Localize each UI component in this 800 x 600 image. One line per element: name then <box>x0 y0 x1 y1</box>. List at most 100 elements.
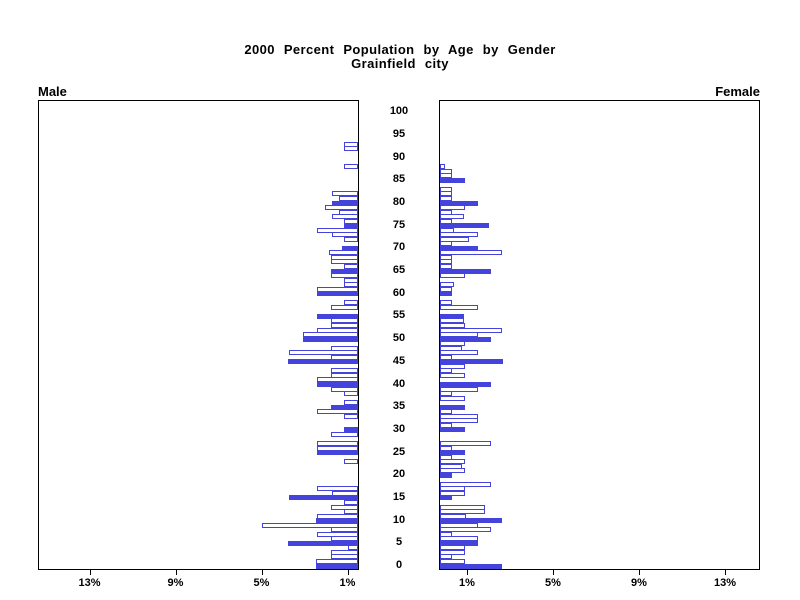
age-axis-label-90: 90 <box>392 150 406 163</box>
x-tick-left-5 <box>261 570 263 575</box>
bar-female-age-82 <box>440 191 452 197</box>
bar-female-age-77 <box>440 214 464 220</box>
bar-female-age-6 <box>440 536 478 542</box>
bar-female-age-66 <box>440 264 452 270</box>
bar-male-age-0 <box>316 563 358 569</box>
bar-male-age-9 <box>262 522 358 528</box>
age-axis-label-25: 25 <box>392 445 406 458</box>
bar-female-age-27 <box>440 440 491 446</box>
bar-female-age-88 <box>440 164 446 170</box>
bar-female-age-57 <box>440 304 478 310</box>
bar-male-age-33 <box>344 413 358 419</box>
bar-male-age-74 <box>317 227 358 233</box>
bar-female-age-5 <box>440 540 478 546</box>
bar-male-age-55 <box>317 313 358 319</box>
bar-male-age-14 <box>344 499 358 505</box>
bar-female-age-51 <box>440 332 478 338</box>
bar-male-age-64 <box>331 273 358 279</box>
age-axis-label-40: 40 <box>392 377 406 390</box>
age-axis-label-10: 10 <box>392 513 406 526</box>
bar-female-age-38 <box>440 391 452 397</box>
bar-male-age-88 <box>344 164 358 170</box>
chart-title: 2000 Percent Population by Age by Gender <box>244 42 556 57</box>
male-plot-area <box>38 100 359 570</box>
bar-male-age-35 <box>331 404 358 410</box>
bar-female-age-3 <box>440 549 465 555</box>
bar-male-age-60 <box>317 291 358 297</box>
bar-female-age-43 <box>440 368 452 374</box>
bar-female-age-37 <box>440 395 465 401</box>
bar-female-age-10 <box>440 518 503 524</box>
bar-female-age-49 <box>440 341 465 347</box>
bar-female-age-79 <box>440 205 465 211</box>
bar-male-age-61 <box>317 286 358 292</box>
bar-female-age-7 <box>440 531 452 537</box>
bar-male-age-72 <box>344 236 358 242</box>
bar-male-age-80 <box>332 200 358 206</box>
bar-female-age-4 <box>440 545 465 551</box>
age-axis-label-55: 55 <box>392 309 406 322</box>
bar-female-age-22 <box>440 463 462 469</box>
bar-male-age-5 <box>288 540 358 546</box>
bar-male-age-4 <box>348 545 358 551</box>
x-tick-left-13 <box>89 570 91 575</box>
bar-male-age-1 <box>316 558 358 564</box>
bar-female-age-20 <box>440 472 452 478</box>
bar-female-age-78 <box>440 209 452 215</box>
x-tick-right-13 <box>725 570 726 575</box>
x-tick-label-right-1: 1% <box>459 577 475 589</box>
bar-female-age-25 <box>440 450 465 456</box>
bar-female-age-85 <box>440 177 465 183</box>
bar-female-age-74 <box>440 227 454 233</box>
bar-female-age-40 <box>440 382 491 387</box>
bar-female-age-68 <box>440 254 452 260</box>
bar-male-age-10 <box>316 518 358 524</box>
bar-male-age-12 <box>344 509 358 515</box>
bar-male-age-8 <box>331 527 358 533</box>
age-axis-label-35: 35 <box>392 400 406 413</box>
bar-male-age-7 <box>317 531 358 537</box>
age-axis-label-65: 65 <box>392 264 406 277</box>
bar-female-age-48 <box>440 345 462 351</box>
x-tick-right-1 <box>467 570 468 575</box>
x-tick-label-left-5: 5% <box>253 577 270 589</box>
bar-male-age-27 <box>317 440 358 446</box>
bar-male-age-79 <box>324 205 358 211</box>
bar-male-age-38 <box>344 391 358 397</box>
bar-female-age-65 <box>440 268 491 274</box>
bar-male-age-77 <box>332 214 358 220</box>
age-axis-label-5: 5 <box>395 536 403 549</box>
bar-female-age-12 <box>440 509 486 515</box>
bar-female-age-54 <box>440 318 464 324</box>
bar-female-age-15 <box>440 495 452 501</box>
x-tick-left-1 <box>347 570 349 575</box>
bar-male-age-11 <box>317 513 358 519</box>
bar-female-age-58 <box>440 300 452 306</box>
x-tick-right-9 <box>639 570 640 575</box>
bar-female-age-55 <box>440 313 464 319</box>
female-plot-area <box>439 100 760 570</box>
bar-female-age-34 <box>440 409 452 415</box>
bar-male-age-45 <box>288 359 358 365</box>
bar-male-age-67 <box>331 259 358 265</box>
x-tick-right-5 <box>553 570 554 575</box>
bar-male-age-39 <box>331 386 358 392</box>
bar-female-age-9 <box>440 522 478 528</box>
bar-male-age-81 <box>338 195 358 201</box>
bar-male-age-47 <box>289 350 358 356</box>
bar-male-age-54 <box>331 318 358 324</box>
bar-male-age-75 <box>344 223 358 229</box>
bar-male-age-92 <box>344 146 358 152</box>
bar-female-age-30 <box>440 427 465 433</box>
bar-female-age-39 <box>440 386 478 392</box>
bar-female-age-24 <box>440 454 452 460</box>
age-axis-label-30: 30 <box>392 422 406 435</box>
bar-female-age-17 <box>440 486 465 492</box>
bar-female-age-80 <box>440 200 478 206</box>
bar-male-age-58 <box>344 300 358 306</box>
bar-female-age-60 <box>440 291 452 297</box>
x-tick-left-9 <box>175 570 177 575</box>
bar-male-age-36 <box>344 400 358 406</box>
bar-female-age-50 <box>440 336 491 342</box>
age-axis-label-60: 60 <box>392 286 406 299</box>
